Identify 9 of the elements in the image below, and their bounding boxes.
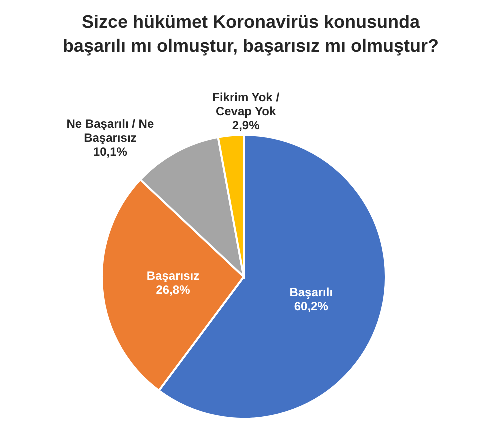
slice-label: Başarısız bbox=[146, 269, 200, 284]
chart-title: Sizce hükümet Koronavirüs konusunda başarılı mı olmuştur, başarısız mı olmuştur? bbox=[62, 11, 440, 58]
slice-label: Fikrim Yok / Cevap Yok bbox=[212, 90, 280, 119]
slice-label: Ne Başarılı / Ne Başarısız bbox=[66, 117, 154, 146]
data-label: 10,1% bbox=[93, 145, 128, 160]
data-label: 26,8% bbox=[156, 283, 191, 298]
slice-label: Başarılı bbox=[290, 285, 334, 300]
data-label: 60,2% bbox=[294, 299, 329, 314]
data-label: 2,9% bbox=[232, 118, 260, 133]
